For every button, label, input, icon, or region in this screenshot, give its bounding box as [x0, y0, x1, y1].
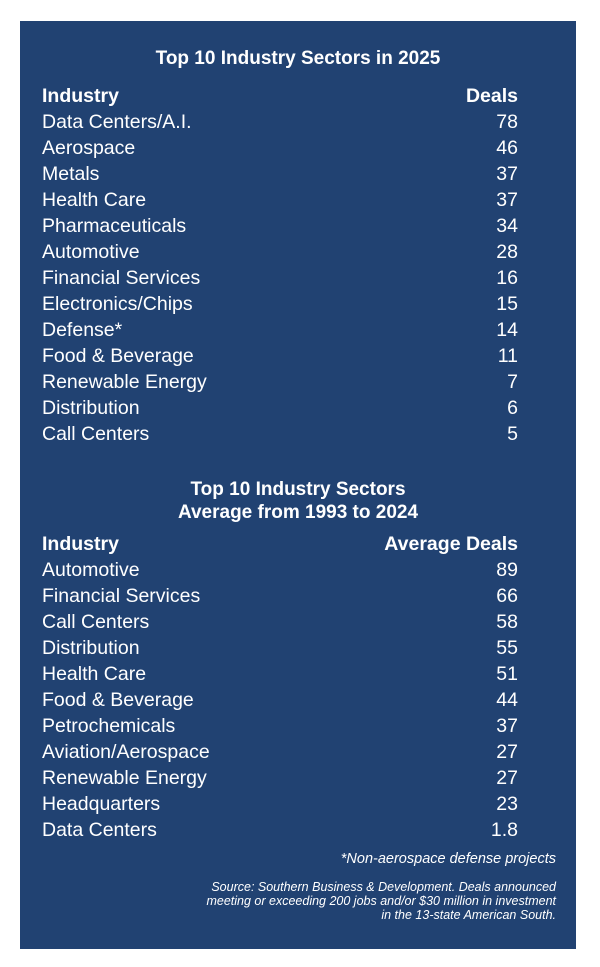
industry-cell: Automotive — [42, 241, 140, 263]
deals-cell: 5 — [507, 423, 518, 445]
deals-cell: 27 — [496, 741, 518, 763]
section-average-title: Top 10 Industry Sectors Average from 199… — [20, 478, 576, 524]
industry-cell: Electronics/Chips — [42, 293, 193, 315]
table-row: Distribution 6 — [42, 395, 518, 421]
table-row: Health Care 37 — [42, 187, 518, 213]
infographic-panel: Top 10 Industry Sectors in 2025 Industry… — [20, 21, 576, 949]
industry-cell: Headquarters — [42, 793, 161, 815]
table-row: Call Centers 58 — [42, 609, 518, 635]
table-row: Data Centers/A.I. 78 — [42, 109, 518, 135]
table-row: Renewable Energy 7 — [42, 369, 518, 395]
deals-cell: 55 — [496, 637, 518, 659]
deals-cell: 16 — [496, 267, 518, 289]
industry-cell: Financial Services — [42, 585, 201, 607]
deals-cell: 34 — [496, 215, 518, 237]
industry-cell: Health Care — [42, 189, 147, 211]
table-row: Metals 37 — [42, 161, 518, 187]
section-average-title-line2: Average from 1993 to 2024 — [177, 502, 419, 523]
industry-cell: Distribution — [42, 397, 140, 419]
industry-cell: Call Centers — [42, 423, 150, 445]
column-header-industry: Industry — [42, 85, 119, 107]
industry-cell: Petrochemicals — [42, 715, 176, 737]
industry-cell: Metals — [42, 163, 100, 185]
deals-cell: 58 — [496, 611, 518, 633]
industry-cell: Call Centers — [42, 611, 150, 633]
deals-cell: 6 — [507, 397, 518, 419]
deals-cell: 1.8 — [490, 819, 518, 841]
column-header-average-deals: Average Deals — [384, 533, 518, 555]
deals-cell: 37 — [496, 189, 518, 211]
table-row: Pharmaceuticals 34 — [42, 213, 518, 239]
table-row: Financial Services 16 — [42, 265, 518, 291]
industry-cell: Food & Beverage — [42, 345, 194, 367]
industry-cell: Renewable Energy — [42, 767, 207, 789]
table-row: Headquarters 23 — [42, 791, 518, 817]
industry-cell: Pharmaceuticals — [42, 215, 187, 237]
column-header-industry: Industry — [42, 533, 119, 555]
deals-cell: 15 — [496, 293, 518, 315]
deals-cell: 89 — [496, 559, 518, 581]
industry-cell: Renewable Energy — [42, 371, 207, 393]
deals-cell: 14 — [496, 319, 518, 341]
industry-cell: Data Centers/A.I. — [42, 111, 192, 133]
source-line: Source: Southern Business & Development.… — [211, 880, 556, 894]
table-row: Aerospace 46 — [42, 135, 518, 161]
table-row: Defense* 14 — [42, 317, 518, 343]
table-row: Call Centers 5 — [42, 421, 518, 447]
industry-cell: Automotive — [42, 559, 140, 581]
deals-cell: 23 — [496, 793, 518, 815]
industry-cell: Defense* — [42, 319, 123, 341]
table-row: Petrochemicals 37 — [42, 713, 518, 739]
source-note: Source: Southern Business & Development.… — [76, 880, 556, 922]
table-row: Financial Services 66 — [42, 583, 518, 609]
industry-cell: Financial Services — [42, 267, 201, 289]
table-row: Aviation/Aerospace 27 — [42, 739, 518, 765]
table-header-row: Industry Deals — [42, 83, 518, 109]
table-row: Food & Beverage 44 — [42, 687, 518, 713]
source-line: meeting or exceeding 200 jobs and/or $30… — [206, 894, 556, 908]
deals-cell: 37 — [496, 715, 518, 737]
deals-cell: 7 — [507, 371, 518, 393]
industry-cell: Distribution — [42, 637, 140, 659]
table-row: Distribution 55 — [42, 635, 518, 661]
table-row: Health Care 51 — [42, 661, 518, 687]
table-row: Electronics/Chips 15 — [42, 291, 518, 317]
table-2025: Industry Deals Data Centers/A.I. 78 Aeros… — [42, 83, 518, 447]
column-header-deals: Deals — [465, 85, 518, 107]
deals-cell: 78 — [496, 111, 518, 133]
table-header-row: Industry Average Deals — [42, 531, 518, 557]
deals-cell: 27 — [496, 767, 518, 789]
table-row: Automotive 28 — [42, 239, 518, 265]
deals-cell: 46 — [496, 137, 518, 159]
deals-cell: 66 — [496, 585, 518, 607]
section-2025-title: Top 10 Industry Sectors in 2025 — [155, 48, 441, 69]
deals-cell: 28 — [496, 241, 518, 263]
table-average: Industry Average Deals Automotive 89 Fina… — [42, 531, 518, 843]
footnote: *Non-aerospace defense projects — [340, 851, 556, 867]
industry-cell: Aerospace — [42, 137, 136, 159]
deals-cell: 11 — [497, 345, 518, 367]
deals-cell: 44 — [496, 689, 518, 711]
industry-cell: Data Centers — [42, 819, 157, 841]
table-row: Data Centers 1.8 — [42, 817, 518, 843]
section-average-title-line1: Top 10 Industry Sectors — [190, 479, 406, 500]
table-row: Automotive 89 — [42, 557, 518, 583]
industry-cell: Health Care — [42, 663, 147, 685]
deals-cell: 51 — [496, 663, 518, 685]
deals-cell: 37 — [496, 163, 518, 185]
source-line: in the 13-state American South. — [381, 908, 556, 922]
industry-cell: Food & Beverage — [42, 689, 194, 711]
table-row: Food & Beverage 11 — [42, 343, 518, 369]
industry-cell: Aviation/Aerospace — [42, 741, 210, 763]
table-row: Renewable Energy 27 — [42, 765, 518, 791]
